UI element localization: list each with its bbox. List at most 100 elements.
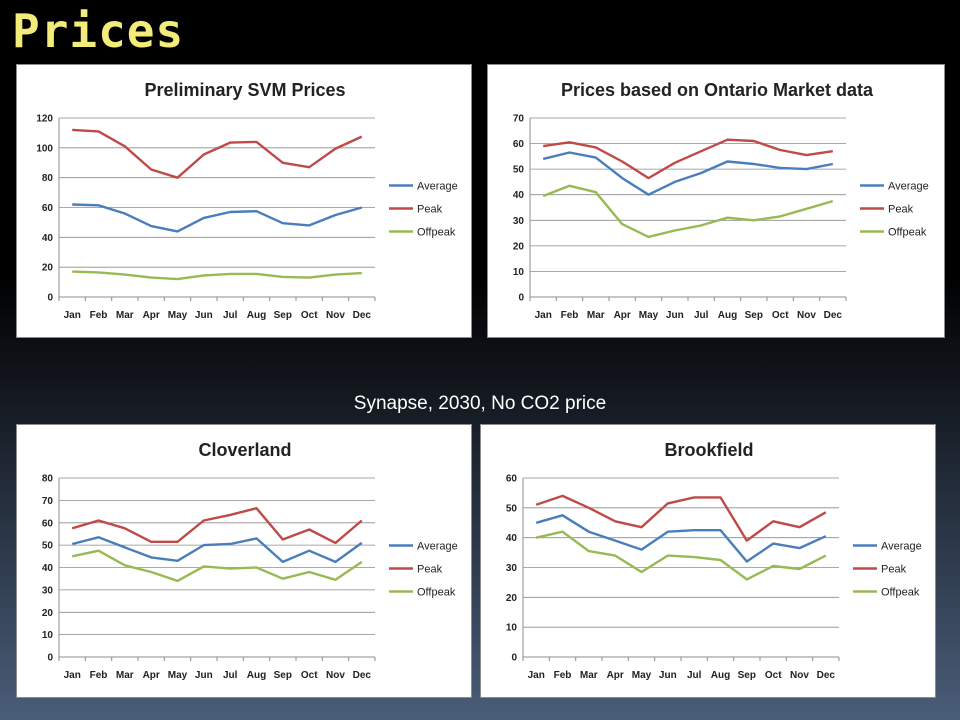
x-tick-label-aug: Aug: [247, 670, 266, 681]
y-tick-label: 0: [47, 653, 53, 664]
y-tick-label: 60: [513, 139, 525, 150]
x-tick-label-mar: Mar: [116, 670, 134, 681]
x-tick-label-aug: Aug: [718, 310, 737, 321]
x-tick-label-sep: Sep: [274, 310, 292, 321]
x-tick-label-sep: Sep: [738, 670, 756, 681]
chart-title: Preliminary SVM Prices: [144, 80, 345, 100]
x-tick-label-nov: Nov: [797, 310, 816, 321]
x-tick-label-aug: Aug: [247, 310, 266, 321]
y-tick-label: 0: [47, 293, 53, 304]
x-tick-label-apr: Apr: [614, 310, 631, 321]
x-tick-label-oct: Oct: [301, 670, 318, 681]
x-tick-label-jul: Jul: [694, 310, 709, 321]
chart-brookfield: Brookfield 0 10 20 30 40 50 60 Jan Feb Mar Apr May Ju…: [506, 440, 922, 681]
x-tick-label-apr: Apr: [143, 670, 160, 681]
y-tick-label: 20: [42, 263, 54, 274]
y-tick-label: 40: [42, 563, 54, 574]
legend-label-average: Average: [417, 181, 458, 193]
y-tick-label: 10: [42, 630, 54, 641]
x-tick-label-dec: Dec: [824, 310, 843, 321]
x-tick-label-jan: Jan: [535, 310, 552, 321]
x-tick-label-may: May: [168, 670, 188, 681]
x-tick-label-feb: Feb: [90, 670, 108, 681]
x-tick-label-apr: Apr: [143, 310, 160, 321]
y-tick-label: 20: [42, 608, 54, 619]
y-tick-label: 20: [506, 593, 518, 604]
y-tick-label: 10: [513, 267, 525, 278]
x-tick-label-feb: Feb: [554, 670, 572, 681]
x-tick-label-mar: Mar: [587, 310, 605, 321]
x-tick-label-dec: Dec: [817, 670, 836, 681]
x-tick-label-sep: Sep: [274, 670, 292, 681]
y-tick-label: 20: [513, 241, 525, 252]
y-tick-label: 50: [506, 503, 518, 514]
chart-title: Brookfield: [664, 440, 753, 460]
series-line-offpeak: [72, 270, 362, 281]
y-tick-label: 100: [36, 143, 53, 154]
x-tick-label-mar: Mar: [116, 310, 134, 321]
y-tick-label: 50: [513, 165, 525, 176]
series-line-peak: [535, 494, 827, 542]
legend-label-peak: Peak: [888, 204, 914, 216]
legend-label-peak: Peak: [881, 564, 907, 576]
series-line-average: [535, 514, 827, 563]
y-tick-label: 50: [42, 541, 54, 552]
series-line-peak: [72, 128, 363, 179]
y-tick-label: 60: [42, 203, 54, 214]
series-line-offpeak: [535, 530, 827, 581]
y-tick-label: 70: [42, 496, 54, 507]
chart-panel-cloverland: Cloverland 0 10 20 30 40 50 60 70 80 Jan Feb Mar Apr M…: [16, 424, 472, 698]
legend-label-peak: Peak: [417, 204, 443, 216]
x-tick-label-jun: Jun: [195, 310, 213, 321]
y-tick-label: 80: [42, 173, 54, 184]
series-line-offpeak: [542, 184, 834, 239]
chart-panel-brookfield: Brookfield 0 10 20 30 40 50 60 Jan Feb Mar Apr May Ju…: [480, 424, 936, 698]
x-tick-label-jul: Jul: [223, 310, 238, 321]
x-tick-label-nov: Nov: [326, 670, 345, 681]
x-tick-label-jan: Jan: [64, 670, 81, 681]
x-tick-label-oct: Oct: [301, 310, 318, 321]
x-tick-label-mar: Mar: [580, 670, 598, 681]
x-tick-label-may: May: [168, 310, 188, 321]
x-tick-label-nov: Nov: [326, 310, 345, 321]
x-tick-label-may: May: [632, 670, 652, 681]
series-line-peak: [71, 506, 363, 545]
chart-cloverland: Cloverland 0 10 20 30 40 50 60 70 80 Jan Feb Mar Apr M…: [42, 440, 458, 681]
x-tick-label-feb: Feb: [561, 310, 579, 321]
legend-label-offpeak: Offpeak: [417, 587, 456, 599]
x-tick-label-jun: Jun: [195, 670, 213, 681]
y-tick-label: 60: [506, 474, 518, 485]
y-tick-label: 10: [506, 623, 518, 634]
y-tick-label: 80: [42, 474, 54, 485]
x-tick-label-may: May: [639, 310, 659, 321]
series-line-offpeak: [71, 549, 363, 583]
y-tick-label: 30: [506, 563, 518, 574]
x-tick-label-feb: Feb: [90, 310, 108, 321]
chart-panel-ontario: Prices based on Ontario Market data 0 10 20…: [487, 64, 945, 338]
chart-title: Prices based on Ontario Market data: [561, 80, 874, 100]
x-tick-label-dec: Dec: [353, 670, 372, 681]
series-line-average: [72, 203, 363, 233]
x-tick-label-dec: Dec: [353, 310, 372, 321]
legend-label-peak: Peak: [417, 564, 443, 576]
x-tick-label-sep: Sep: [745, 310, 763, 321]
series-line-peak: [543, 138, 833, 180]
legend-label-offpeak: Offpeak: [881, 587, 920, 599]
legend-label-average: Average: [417, 541, 458, 553]
x-tick-label-oct: Oct: [772, 310, 789, 321]
x-tick-label-jul: Jul: [223, 670, 238, 681]
y-tick-label: 120: [36, 114, 53, 125]
y-tick-label: 0: [511, 653, 517, 664]
x-tick-label-jan: Jan: [64, 310, 81, 321]
y-tick-label: 40: [506, 533, 518, 544]
y-tick-label: 30: [42, 585, 54, 596]
slide-subtitle: Synapse, 2030, No CO2 price: [353, 393, 607, 414]
chart-svm-prices: Preliminary SVM Prices 0 20 40 60 80 100 120 Jan…: [36, 80, 458, 321]
x-tick-label-jun: Jun: [659, 670, 677, 681]
x-tick-label-jan: Jan: [528, 670, 545, 681]
chart-ontario-prices: Prices based on Ontario Market data 0 10 20…: [513, 80, 929, 321]
legend-label-average: Average: [888, 181, 929, 193]
y-tick-label: 60: [42, 518, 54, 529]
y-tick-label: 40: [513, 190, 525, 201]
y-tick-label: 30: [513, 216, 525, 227]
